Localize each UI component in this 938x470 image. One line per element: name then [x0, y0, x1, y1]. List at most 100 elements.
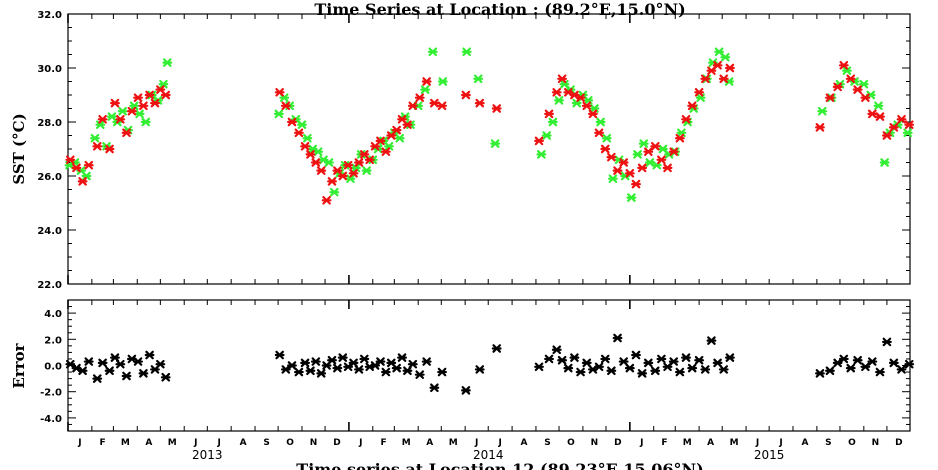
error-point — [569, 353, 580, 362]
error-point — [429, 383, 440, 393]
sst-point — [841, 66, 852, 76]
sst-point — [681, 114, 691, 124]
sst-point — [656, 155, 667, 165]
month-label: A — [707, 438, 714, 448]
sst-point — [595, 117, 606, 127]
sst-point — [117, 106, 128, 116]
error-point — [825, 366, 835, 376]
sst-point — [361, 166, 372, 175]
month-label: A — [521, 438, 528, 448]
error-point — [674, 367, 685, 377]
sst-point — [544, 109, 554, 119]
x-axis-caption: Time series at Location 12 (89.23°E,15.0… — [296, 460, 703, 470]
sst-point — [138, 101, 149, 111]
sst-point — [637, 163, 648, 173]
sst-point — [104, 144, 115, 154]
month-label: A — [145, 438, 152, 448]
sst-point — [606, 152, 617, 162]
sst-point — [310, 158, 321, 167]
error-point — [668, 357, 679, 366]
sst-point — [888, 123, 899, 132]
y-tick-label: 0.0 — [44, 362, 62, 373]
sst-point — [720, 52, 731, 62]
sst-point — [321, 196, 332, 205]
sst-point — [327, 177, 337, 186]
sst-point — [474, 98, 485, 108]
error-point — [563, 363, 574, 373]
error-point — [359, 354, 370, 364]
sst-point — [115, 114, 126, 124]
sst-point — [712, 60, 723, 70]
sst-point — [896, 114, 907, 124]
error-point — [437, 367, 447, 377]
y-tick-label: 24.0 — [37, 226, 62, 237]
sst-point — [121, 128, 132, 138]
error-point — [694, 355, 705, 365]
y-tick-label: 4.0 — [44, 309, 62, 320]
error-point — [293, 367, 304, 377]
y-tick-label: 32.0 — [37, 10, 62, 21]
y-tick-label: 2.0 — [44, 335, 62, 346]
sst-point — [280, 101, 291, 111]
error-point — [391, 363, 402, 373]
error-point — [402, 366, 413, 376]
sst-point — [694, 87, 705, 97]
sst-x-ticks — [67, 14, 888, 284]
month-label: N — [872, 438, 880, 448]
month-label: M — [449, 438, 458, 448]
sst-point — [391, 125, 402, 135]
month-label: D — [614, 438, 621, 448]
sst-point — [700, 74, 711, 84]
error-point — [414, 370, 425, 379]
sst-y-axis: 22.0 24.0 26.0 28.0 30.0 32.0 — [37, 10, 910, 291]
error-point — [407, 359, 418, 369]
sst-point — [394, 133, 405, 143]
y-tick-label: 28.0 — [37, 118, 62, 129]
month-label: D — [333, 438, 340, 448]
month-label: N — [310, 438, 318, 448]
sst-point — [110, 98, 120, 108]
sst-point — [313, 147, 324, 156]
error-x-ticks — [67, 300, 888, 431]
error-point — [706, 336, 717, 345]
error-point — [461, 386, 471, 395]
sst-point — [144, 90, 155, 100]
sst-point — [904, 120, 915, 130]
month-label: J — [217, 438, 221, 448]
error-point — [896, 365, 907, 374]
month-label: D — [895, 438, 902, 448]
sst-point — [674, 133, 685, 143]
error-point — [97, 358, 108, 368]
sst-point — [490, 139, 501, 148]
month-label: S — [825, 438, 831, 448]
sst-point — [879, 158, 890, 167]
sst-point — [97, 114, 108, 124]
sst-point — [473, 74, 484, 84]
error-point — [882, 337, 892, 347]
error-point — [380, 367, 391, 377]
sst-point — [287, 117, 297, 127]
sst-point — [600, 144, 611, 154]
sst-point — [150, 98, 160, 108]
error-point — [643, 358, 654, 368]
sst-point — [631, 179, 641, 189]
error-point — [110, 353, 120, 362]
error-point — [838, 354, 849, 364]
error-point — [83, 357, 94, 366]
year-label: 2015 — [754, 448, 785, 462]
error-point — [300, 358, 310, 368]
error-point — [845, 363, 856, 373]
sst-point — [551, 87, 562, 97]
month-label: A — [801, 438, 808, 448]
month-label: J — [778, 438, 782, 448]
error-point — [474, 365, 485, 374]
sst-point — [643, 147, 654, 156]
sst-point — [297, 120, 307, 130]
error-point — [92, 374, 103, 383]
sst-point — [668, 147, 679, 156]
sst-point — [825, 93, 835, 103]
sst-point — [337, 171, 348, 181]
error-plot-frame — [67, 299, 911, 432]
sst-point — [437, 77, 448, 86]
month-label: F — [380, 438, 386, 448]
